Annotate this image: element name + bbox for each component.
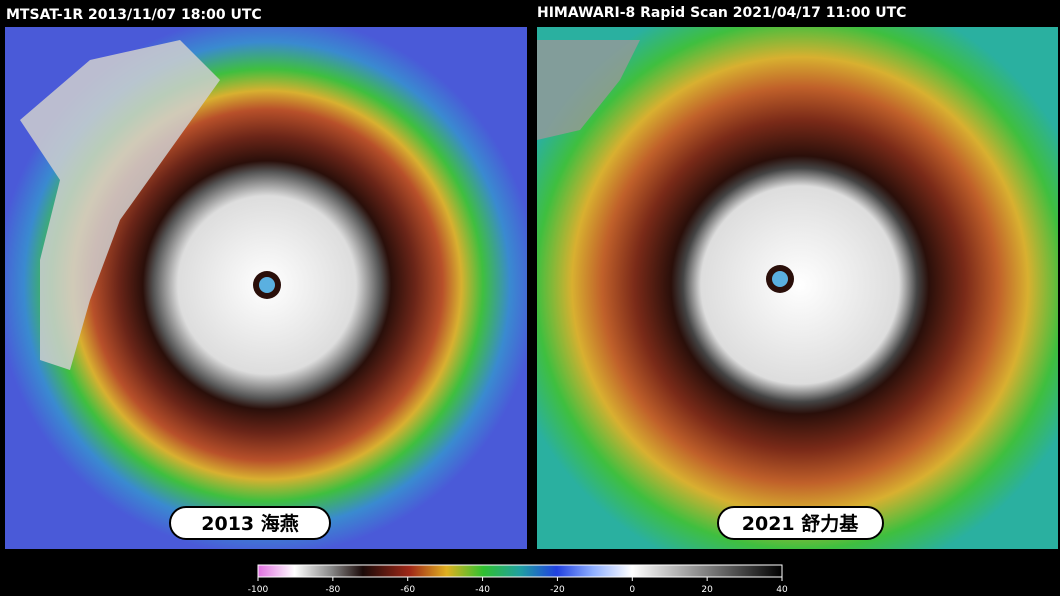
label-box [169, 506, 331, 540]
colorbar-tick-label: 0 [629, 585, 635, 595]
panel-label: 2021 舒力基 [742, 512, 859, 535]
colorbar-tick-label: -100 [248, 585, 269, 595]
colorbar-tick-label: -80 [326, 585, 341, 595]
colorbar-tick-label: -20 [550, 585, 565, 595]
colorbar-tick-label: 40 [776, 585, 788, 595]
colorbar [257, 564, 783, 578]
label-box [717, 506, 884, 540]
colorbar-tick-label: 20 [701, 585, 713, 595]
colorbar-tick-label: -40 [475, 585, 490, 595]
left-panel [5, 27, 527, 549]
panel-title: HIMAWARI-8 Rapid Scan 2021/04/17 11:00 U… [537, 5, 906, 21]
panel-label: 2013 海燕 [201, 512, 299, 535]
colorbar-tick-label: -60 [400, 585, 415, 595]
panel-title: MTSAT-1R 2013/11/07 18:00 UTC [6, 7, 262, 23]
right-panel [537, 27, 1058, 549]
